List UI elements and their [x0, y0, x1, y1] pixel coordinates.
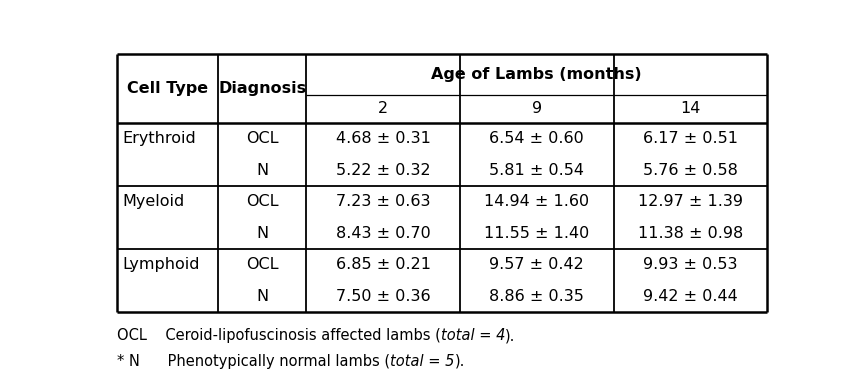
- Text: 5.81 ± 0.54: 5.81 ± 0.54: [490, 163, 585, 178]
- Text: 12.97 ± 1.39: 12.97 ± 1.39: [638, 194, 743, 209]
- Text: 11.38 ± 0.98: 11.38 ± 0.98: [638, 226, 743, 241]
- Text: Myeloid: Myeloid: [122, 194, 185, 209]
- Text: Diagnosis: Diagnosis: [218, 81, 306, 96]
- Text: OCL: OCL: [246, 194, 278, 209]
- Text: 6.54 ± 0.60: 6.54 ± 0.60: [490, 131, 584, 146]
- Text: 6.85 ± 0.21: 6.85 ± 0.21: [336, 257, 431, 272]
- Text: N: N: [256, 226, 269, 241]
- Text: 11.55 ± 1.40: 11.55 ± 1.40: [484, 226, 590, 241]
- Text: Age of Lambs (months): Age of Lambs (months): [431, 67, 642, 82]
- Text: 5.22 ± 0.32: 5.22 ± 0.32: [336, 163, 431, 178]
- Text: 9.57 ± 0.42: 9.57 ± 0.42: [490, 257, 584, 272]
- Text: Erythroid: Erythroid: [122, 131, 196, 146]
- Text: 14: 14: [681, 101, 700, 116]
- Text: 7.23 ± 0.63: 7.23 ± 0.63: [336, 194, 431, 209]
- Text: 8.86 ± 0.35: 8.86 ± 0.35: [490, 289, 584, 303]
- Text: Cell Type: Cell Type: [127, 81, 208, 96]
- Text: 5.76 ± 0.58: 5.76 ± 0.58: [643, 163, 738, 178]
- Text: ).: ).: [455, 354, 465, 369]
- Text: * N      Phenotypically normal lambs (: * N Phenotypically normal lambs (: [117, 354, 390, 369]
- Text: 8.43 ± 0.70: 8.43 ± 0.70: [336, 226, 431, 241]
- Text: 14.94 ± 1.60: 14.94 ± 1.60: [484, 194, 589, 209]
- Text: 7.50 ± 0.36: 7.50 ± 0.36: [336, 289, 431, 303]
- Text: OCL: OCL: [246, 257, 278, 272]
- Text: OCL: OCL: [246, 131, 278, 146]
- Text: 6.17 ± 0.51: 6.17 ± 0.51: [643, 131, 738, 146]
- Text: OCL    Ceroid-lipofuscinosis affected lambs (: OCL Ceroid-lipofuscinosis affected lambs…: [117, 328, 441, 343]
- Text: 9.42 ± 0.44: 9.42 ± 0.44: [643, 289, 738, 303]
- Text: N: N: [256, 163, 269, 178]
- Text: N: N: [256, 289, 269, 303]
- Text: 9.93 ± 0.53: 9.93 ± 0.53: [643, 257, 738, 272]
- Text: 4.68 ± 0.31: 4.68 ± 0.31: [336, 131, 431, 146]
- Text: Lymphoid: Lymphoid: [122, 257, 199, 272]
- Text: 2: 2: [378, 101, 389, 116]
- Text: total = 5: total = 5: [390, 354, 455, 369]
- Text: ).: ).: [505, 328, 515, 343]
- Text: total = 4: total = 4: [441, 328, 505, 343]
- Text: 9: 9: [532, 101, 542, 116]
